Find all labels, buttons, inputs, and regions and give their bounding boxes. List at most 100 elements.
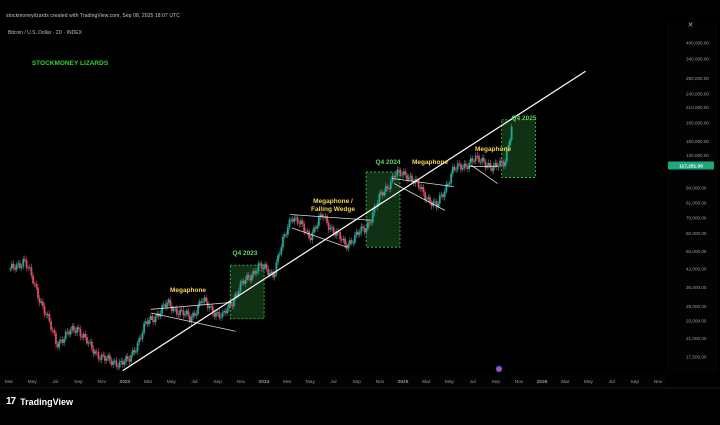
candle (146, 317, 149, 328)
candle (9, 266, 12, 273)
candle (267, 265, 270, 278)
candle-body (456, 163, 459, 170)
candle (327, 219, 330, 234)
candle-body (334, 233, 337, 236)
candle-body (510, 126, 513, 140)
candle (108, 351, 111, 364)
candle (211, 303, 214, 317)
time-tick-label: May (167, 379, 177, 385)
candle-body (352, 242, 355, 244)
candle-body (357, 231, 359, 235)
candle-body (273, 273, 276, 278)
candle (239, 279, 242, 295)
candle-body (56, 343, 59, 348)
candle (104, 352, 106, 365)
candle (99, 355, 101, 363)
candle-body (383, 191, 386, 196)
candle (77, 324, 80, 332)
candle-body (304, 231, 307, 233)
candle-body (474, 155, 477, 162)
candle (381, 189, 384, 199)
candle-body (389, 181, 392, 190)
candle (420, 183, 423, 192)
candle-body (406, 175, 408, 180)
candle-body (422, 186, 425, 193)
candle-body (358, 232, 361, 235)
candle-body (216, 312, 219, 313)
candle-body (206, 301, 209, 309)
candle-body (425, 199, 428, 200)
candle-body (401, 174, 404, 176)
candle (293, 214, 296, 225)
candle-body (32, 275, 34, 284)
candle (33, 281, 36, 288)
candle-body (451, 166, 454, 174)
candle-body (327, 222, 330, 230)
candle-body (74, 330, 77, 333)
candle (496, 160, 498, 171)
candle (265, 261, 268, 273)
candle (244, 276, 247, 288)
candle (139, 334, 142, 342)
candle-body (404, 171, 407, 176)
close-icon[interactable]: ✕ (687, 22, 694, 29)
candle-body (87, 342, 90, 344)
candle (247, 272, 250, 281)
candle-body (499, 160, 502, 167)
candle (202, 297, 204, 306)
candle (484, 159, 487, 172)
candle (357, 229, 359, 238)
candle (455, 166, 457, 174)
candle (358, 229, 361, 238)
candle (161, 303, 163, 317)
candle-body (267, 269, 270, 276)
candle (482, 154, 485, 164)
candle (17, 260, 20, 269)
candle-body (190, 317, 193, 322)
candle (340, 235, 343, 244)
candle (59, 336, 62, 345)
candle-body (51, 329, 54, 331)
candle-body (48, 314, 51, 322)
candle (72, 322, 75, 334)
candle-body (211, 306, 214, 314)
falling-wedge-label: Megaphone / Falling Wedge (311, 198, 355, 213)
support-trendline (122, 70, 586, 372)
candle (69, 327, 72, 338)
time-tick-label: Mar (422, 379, 431, 385)
candle (363, 225, 366, 236)
current-price-label: 117,251.30 (679, 164, 703, 170)
candle-body (491, 167, 493, 171)
symbol-legend[interactable]: Bitcoin / U.S. Dollar · 2D · INDEX (8, 30, 82, 36)
candle-body (9, 268, 12, 270)
current-price-tag (668, 161, 714, 170)
candle-body (28, 267, 31, 269)
candle (128, 355, 131, 366)
candle-body (497, 166, 500, 168)
candle-body (115, 360, 118, 367)
candle-body (182, 310, 185, 316)
candle-body (252, 270, 255, 275)
candle (14, 264, 16, 273)
candle-body (478, 155, 480, 162)
candle-body (384, 186, 387, 192)
candle (447, 181, 449, 188)
candle-body (349, 240, 351, 245)
candle (461, 165, 464, 172)
candle (87, 339, 90, 347)
candle-body (453, 166, 456, 171)
candle (384, 182, 387, 196)
tradingview-logo[interactable]: 17 TradingView (6, 396, 73, 407)
candle-body (373, 206, 376, 213)
candle (208, 303, 211, 312)
candle (136, 340, 139, 355)
candle-body (363, 227, 366, 233)
candle-body (156, 313, 159, 317)
candle-body (226, 308, 229, 314)
candle-body (110, 360, 113, 365)
candle (252, 268, 255, 279)
candle-body (20, 266, 23, 268)
time-tick-label: Nov (97, 379, 106, 385)
candle (185, 308, 188, 317)
